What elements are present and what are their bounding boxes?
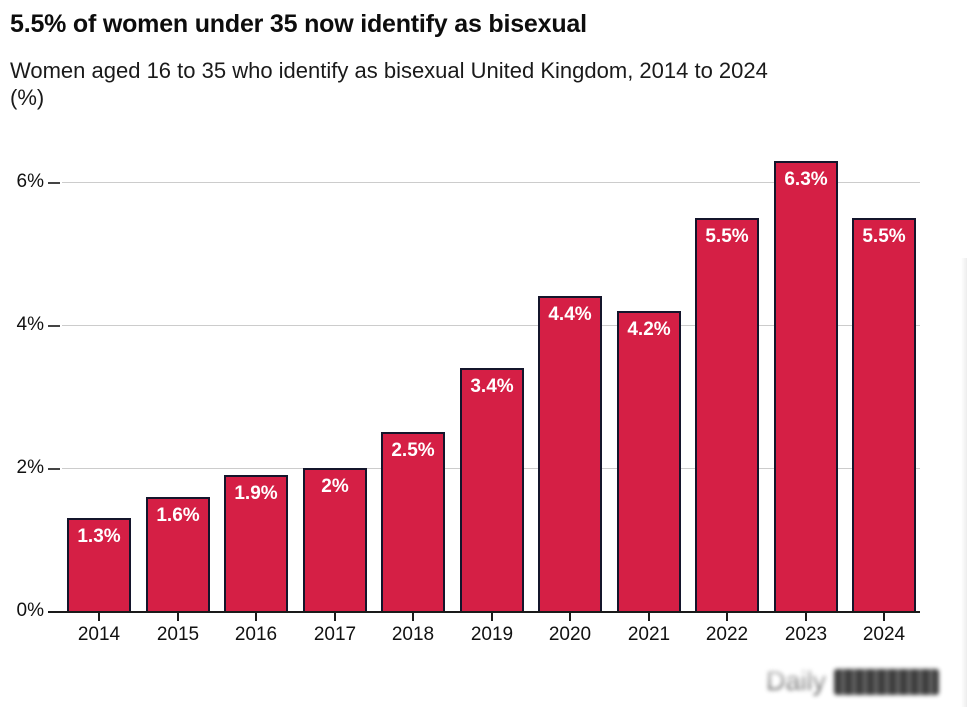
x-axis-tick	[569, 613, 571, 621]
x-axis-tick	[491, 613, 493, 621]
bar-2014: 1.3%	[67, 518, 131, 611]
bar-value-label: 2.5%	[391, 440, 435, 461]
bar-2021: 4.2%	[617, 311, 681, 611]
bar-2024: 5.5%	[852, 218, 916, 611]
x-axis-tick	[98, 613, 100, 621]
bar-2017: 2%	[303, 468, 367, 611]
bar-value-label: 6.3%	[784, 169, 828, 190]
bar-2018: 2.5%	[381, 432, 445, 611]
x-axis-tick	[883, 613, 885, 621]
x-axis-tick	[412, 613, 414, 621]
bar-value-label: 4.4%	[548, 304, 592, 325]
y-axis-tick-label: 0%	[16, 600, 44, 621]
bar-value-label: 2%	[321, 476, 349, 497]
bar-value-label: 3.4%	[470, 376, 514, 397]
x-axis-tick-label: 2020	[548, 624, 592, 645]
bar-value-label: 5.5%	[705, 226, 749, 247]
watermark-logo-block	[834, 668, 939, 695]
x-axis-tick-label: 2022	[705, 624, 749, 645]
x-axis-tick	[177, 613, 179, 621]
x-axis-tick-label: 2016	[234, 624, 278, 645]
x-axis-tick-label: 2023	[784, 624, 828, 645]
x-axis-tick	[648, 613, 650, 621]
y-axis-tick-label: 6%	[16, 171, 44, 192]
y-axis-tick-label: 4%	[16, 314, 44, 335]
bar-2016: 1.9%	[224, 475, 288, 611]
y-axis-tick	[48, 182, 60, 184]
x-axis-tick	[805, 613, 807, 621]
x-axis-line	[48, 611, 920, 613]
bar-2019: 3.4%	[460, 368, 524, 611]
y-axis-tick	[48, 468, 60, 470]
x-axis-tick-label: 2017	[313, 624, 357, 645]
x-axis-tick-label: 2015	[156, 624, 200, 645]
bar-2020: 4.4%	[538, 296, 602, 611]
watermark: Daily	[766, 666, 939, 697]
bar-value-label: 5.5%	[862, 226, 906, 247]
x-axis-tick-label: 2018	[391, 624, 435, 645]
x-axis-tick	[255, 613, 257, 621]
gridline-4%	[62, 325, 920, 326]
chart-subtitle-line-2: (%)	[10, 84, 45, 110]
x-axis-tick	[334, 613, 336, 621]
gridline-6%	[62, 182, 920, 183]
y-axis-tick-label: 2%	[16, 457, 44, 478]
watermark-text: Daily	[765, 666, 826, 696]
chart-title: 5.5% of women under 35 now identify as b…	[10, 10, 587, 38]
bar-2023: 6.3%	[774, 161, 838, 611]
right-edge-strip	[961, 258, 967, 707]
x-axis-tick-label: 2014	[77, 624, 121, 645]
x-axis-tick-label: 2021	[627, 624, 671, 645]
bar-2015: 1.6%	[146, 497, 210, 611]
bar-value-label: 1.3%	[77, 526, 121, 547]
x-axis-tick-label: 2024	[862, 624, 906, 645]
bar-value-label: 4.2%	[627, 319, 671, 340]
bar-value-label: 1.6%	[156, 505, 200, 526]
chart-subtitle-line-1: Women aged 16 to 35 who identify as bise…	[10, 58, 768, 83]
bar-value-label: 1.9%	[234, 483, 278, 504]
x-axis-tick	[726, 613, 728, 621]
bar-2022: 5.5%	[695, 218, 759, 611]
y-axis-tick	[48, 325, 60, 327]
x-axis-tick-label: 2019	[470, 624, 514, 645]
chart-subtitle: Women aged 16 to 35 who identify as bise…	[10, 58, 955, 112]
